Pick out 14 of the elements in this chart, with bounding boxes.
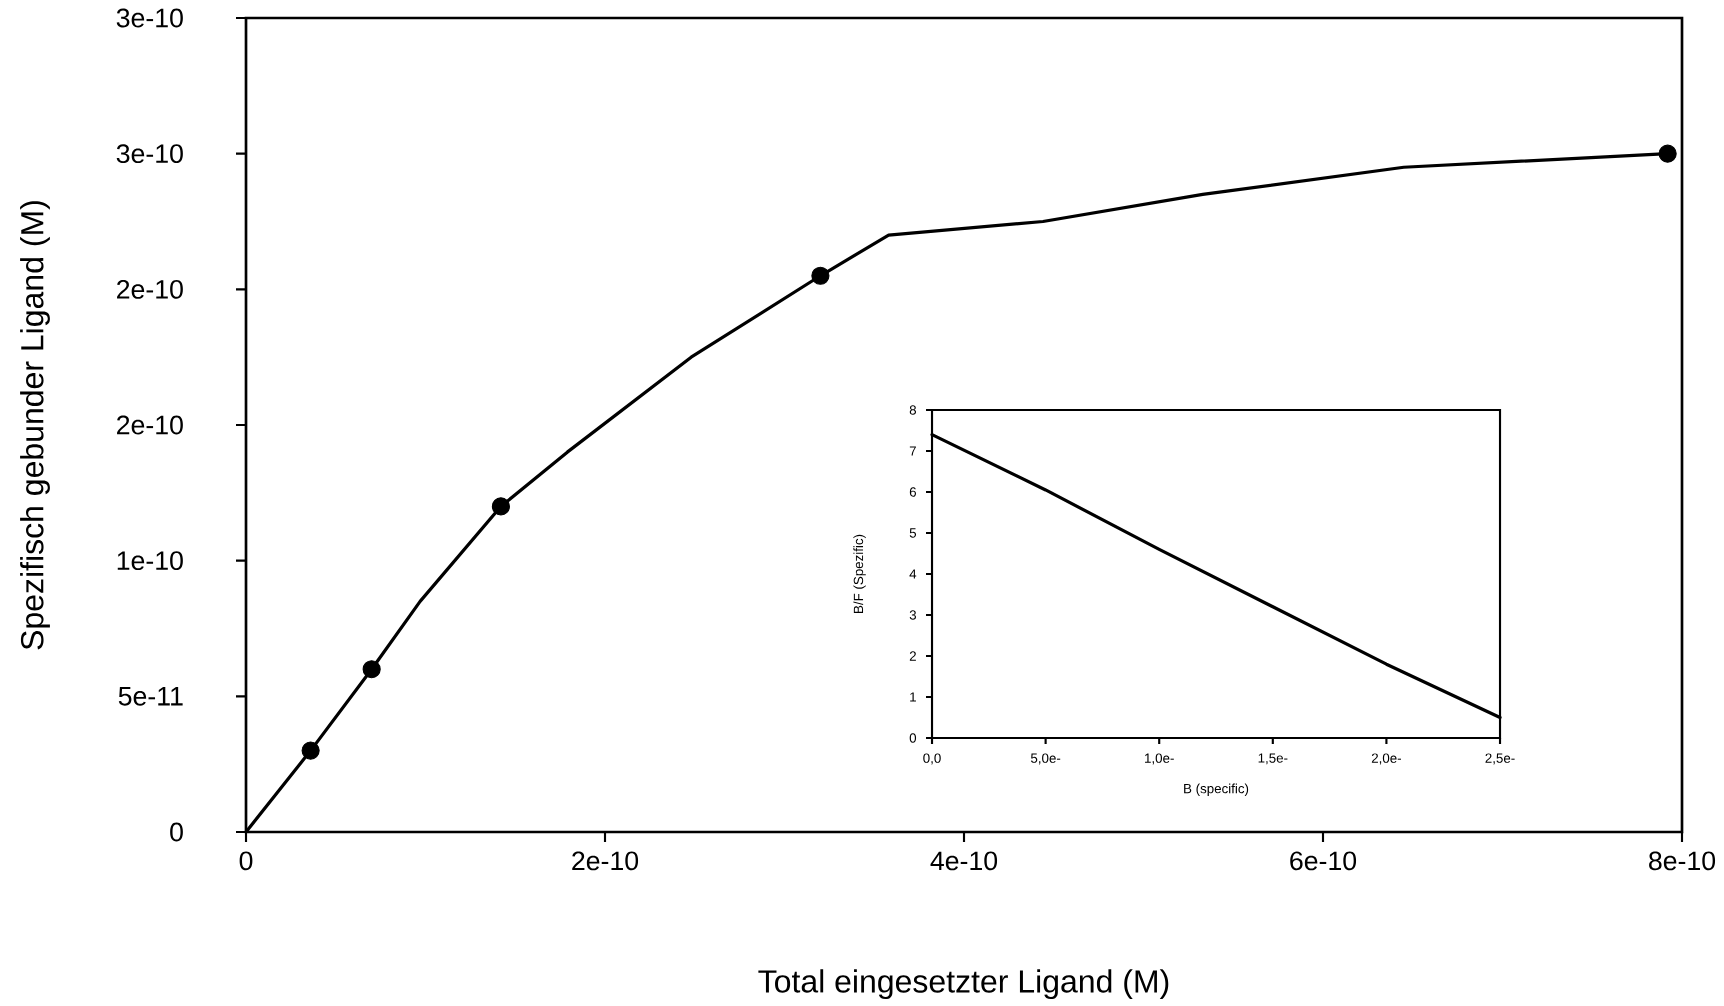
- y-axis-title: Spezifisch gebunder Ligand (M): [20, 201, 50, 650]
- x-tick-label: 4e-10: [930, 851, 998, 871]
- x-axis-title: Total eingesetzter Ligand (M): [758, 969, 1169, 1000]
- x-tick-label: 0: [239, 851, 253, 871]
- y-tick-label: 2e-10: [117, 415, 183, 435]
- x-tick-label: 2e-10: [572, 851, 639, 871]
- y-tick-label: 5e-11: [118, 687, 183, 706]
- y-tick-label: 1e-10: [117, 551, 183, 571]
- y-tick-label: 3e-10: [116, 8, 183, 28]
- x-tick-label: 8e-10: [1649, 851, 1716, 871]
- y-tick-label: 3e-10: [116, 144, 183, 164]
- y-tick-label: 2e-10: [117, 279, 183, 299]
- y-tick-label: 0: [170, 822, 183, 842]
- x-tick-label: 6e-10: [1290, 851, 1357, 871]
